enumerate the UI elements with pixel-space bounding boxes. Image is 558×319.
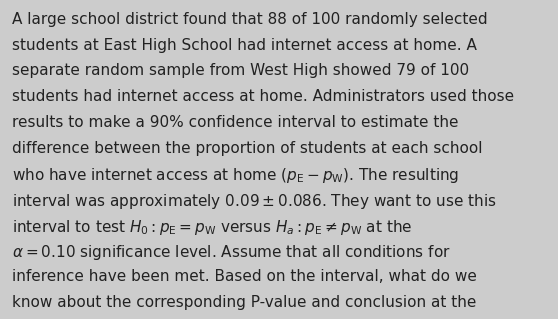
Text: interval was approximately $0.09 \pm 0.086$. They want to use this: interval was approximately $0.09 \pm 0.0… [12, 192, 497, 211]
Text: who have internet access at home $(p_{\mathrm{E}} - p_{\mathrm{W}})$. The result: who have internet access at home $(p_{\m… [12, 166, 460, 185]
Text: separate random sample from West High showed 79 of 100: separate random sample from West High sh… [12, 63, 469, 78]
Text: $\alpha = 0.10$ significance level. Assume that all conditions for: $\alpha = 0.10$ significance level. Assu… [12, 243, 451, 262]
Text: difference between the proportion of students at each school: difference between the proportion of stu… [12, 141, 483, 156]
Text: know about the corresponding P-value and conclusion at the: know about the corresponding P-value and… [12, 295, 477, 310]
Text: students had internet access at home. Administrators used those: students had internet access at home. Ad… [12, 89, 514, 104]
Text: A large school district found that 88 of 100 randomly selected: A large school district found that 88 of… [12, 12, 488, 27]
Text: students at East High School had internet access at home. A: students at East High School had interne… [12, 38, 477, 53]
Text: results to make a 90% confidence interval to estimate the: results to make a 90% confidence interva… [12, 115, 459, 130]
Text: inference have been met. Based on the interval, what do we: inference have been met. Based on the in… [12, 269, 477, 284]
Text: interval to test $H_0 : p_{\mathrm{E}} = p_{\mathrm{W}}$ versus $H_a : p_{\mathr: interval to test $H_0 : p_{\mathrm{E}} =… [12, 218, 413, 237]
